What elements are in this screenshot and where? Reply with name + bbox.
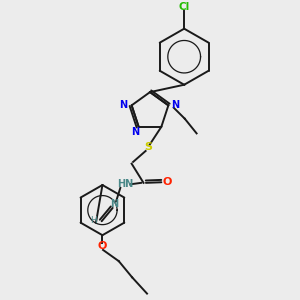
Text: S: S	[144, 142, 152, 152]
Text: N: N	[119, 100, 128, 110]
Text: N: N	[110, 199, 118, 208]
Text: N: N	[171, 100, 179, 110]
Text: Cl: Cl	[178, 2, 190, 12]
Text: O: O	[98, 242, 107, 251]
Text: H: H	[91, 216, 97, 225]
Text: O: O	[162, 177, 171, 187]
Text: N: N	[131, 127, 139, 137]
Text: HN: HN	[117, 179, 133, 189]
